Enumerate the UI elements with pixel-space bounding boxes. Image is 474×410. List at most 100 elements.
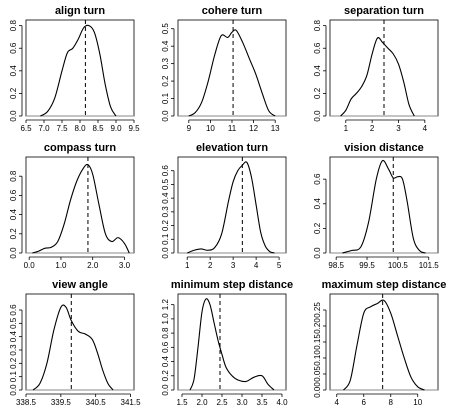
y-tick-label: 0.1: [161, 92, 170, 104]
y-tick-label: 0.4: [313, 198, 322, 210]
plot-title: vision distance: [344, 142, 423, 154]
y-tick-label: 0.6: [161, 341, 170, 353]
y-tick-label: 0.10: [313, 350, 322, 366]
y-tick-label: 0.1: [9, 371, 18, 383]
plot-frame: [177, 156, 287, 254]
x-tick-label: 1: [185, 261, 190, 270]
y-tick-label: 0.8: [9, 170, 18, 182]
x-tick-label: 7.0: [38, 124, 50, 133]
y-tick-label: 0.8: [9, 20, 18, 32]
y-tick-label: 0.0: [313, 110, 322, 122]
density-curve: [32, 163, 130, 254]
x-tick-label: 340.5: [86, 398, 107, 407]
plot-title: minimum step distance: [171, 279, 293, 291]
y-tick-label: 0.2: [9, 87, 18, 99]
y-tick-label: 0.6: [161, 165, 170, 177]
x-tick-label: 2.0: [196, 398, 208, 407]
y-tick-label: 0.25: [313, 302, 322, 318]
y-tick-label: 0.3: [161, 58, 170, 70]
y-tick-label: 0.4: [161, 355, 170, 367]
x-tick-label: 338.5: [16, 398, 37, 407]
y-tick-label: 0.8: [313, 20, 322, 32]
x-tick-label: 4: [335, 398, 340, 407]
y-tick-label: 0.15: [313, 334, 322, 350]
y-tick-label: 1.0: [161, 313, 170, 325]
plot-frame: [329, 156, 439, 254]
y-tick-label: 0.20: [313, 318, 322, 334]
y-tick-label: 0.0: [161, 247, 170, 259]
x-tick-label: 2.5: [216, 398, 228, 407]
x-tick-label: 8.5: [92, 124, 104, 133]
plot-panel-5: vision distance 98.5 99.5 100.5 101.5 0.0 0.2 0…: [313, 142, 439, 270]
x-tick-label: 2.0: [87, 261, 99, 270]
x-tick-label: 100.5: [388, 261, 409, 270]
plot-title: elevation turn: [196, 142, 268, 154]
y-tick-label: 0.0: [313, 247, 322, 259]
x-tick-label: 341.5: [121, 398, 142, 407]
x-tick-label: 1.5: [176, 398, 188, 407]
plot-panel-1: cohere turn 9 10 11 12 13 0.0 0.1 0.2 0.3 0.4 0.5: [161, 5, 287, 133]
x-tick-label: 3.0: [236, 398, 248, 407]
y-tick-label: 0.0: [161, 384, 170, 396]
y-tick-label: 0.5: [161, 178, 170, 190]
x-tick-label: 10: [413, 398, 422, 407]
density-curve: [343, 299, 425, 391]
x-tick-label: 339.5: [51, 398, 72, 407]
plot-frame: [329, 293, 439, 391]
x-tick-label: 0.0: [24, 261, 36, 270]
x-tick-label: 12: [249, 124, 258, 133]
x-tick-label: 3: [396, 124, 401, 133]
y-tick-label: 0.0: [9, 384, 18, 396]
plot-frame: [25, 293, 135, 391]
plot-panel-4: elevation turn 1 2 3 4 5 0.0 0.1 0.20.3 0.4 0.50.6: [161, 142, 287, 270]
y-tick-label: 0.5: [9, 317, 18, 329]
plot-panel-6: view angle 338.5 339.5 340.5 341.5 0.00.1 0.2 0…: [9, 279, 141, 407]
y-tick-label: 0.4: [9, 208, 18, 220]
x-tick-label: 1.0: [55, 261, 67, 270]
y-tick-label: 0.0: [9, 247, 18, 259]
plot-frame: [25, 156, 135, 254]
y-tick-label: 0.2: [161, 75, 170, 87]
plot-panel-7: minimum step distance 1.5 2.0 2.5 3.0 3.5 4.0 0…: [161, 279, 293, 407]
x-tick-label: 3.0: [119, 261, 131, 270]
y-tick-label: 0.8: [161, 327, 170, 339]
plot-title: compass turn: [44, 142, 116, 154]
y-tick-label: 0.6: [9, 304, 18, 316]
x-tick-label: 2: [208, 261, 213, 270]
y-tick-label: 0.2: [313, 222, 322, 234]
density-curve: [342, 159, 426, 254]
y-tick-label: 0.2: [313, 87, 322, 99]
x-tick-label: 98.5: [328, 261, 344, 270]
y-tick-label: 0.2: [9, 357, 18, 369]
density-curve: [189, 298, 275, 391]
x-tick-label: 8.0: [74, 124, 86, 133]
y-tick-label: 0.4: [161, 192, 170, 204]
y-tick-label: 0.05: [313, 366, 322, 382]
y-tick-label: 0.6: [313, 173, 322, 185]
x-tick-label: 6.5: [20, 124, 32, 133]
x-tick-label: 11: [228, 124, 237, 133]
y-tick-label: 0.2: [161, 219, 170, 231]
x-tick-label: 5: [277, 261, 282, 270]
x-tick-label: 3.5: [256, 398, 268, 407]
x-tick-label: 99.5: [359, 261, 375, 270]
y-tick-label: 0.1: [161, 233, 170, 245]
x-tick-label: 10: [206, 124, 215, 133]
x-tick-label: 9: [187, 124, 192, 133]
density-curve: [188, 29, 276, 117]
x-tick-label: 3: [231, 261, 236, 270]
y-tick-label: 0.6: [9, 189, 18, 201]
x-tick-label: 8: [389, 398, 394, 407]
y-tick-label: 0.00: [313, 382, 322, 398]
x-tick-label: 4: [254, 261, 259, 270]
plot-panel-2: separation turn 1 2 3 4 0.0 0.2 0.4 0.6 0.8: [313, 5, 439, 133]
y-tick-label: 1.2: [161, 299, 170, 311]
plot-title: view angle: [52, 279, 108, 291]
x-tick-label: 2: [370, 124, 375, 133]
y-tick-label: 0.4: [313, 65, 322, 77]
y-tick-label: 0.4: [161, 40, 170, 52]
density-curve: [340, 37, 415, 117]
plot-frame: [177, 19, 287, 117]
plot-title: align turn: [55, 5, 105, 17]
